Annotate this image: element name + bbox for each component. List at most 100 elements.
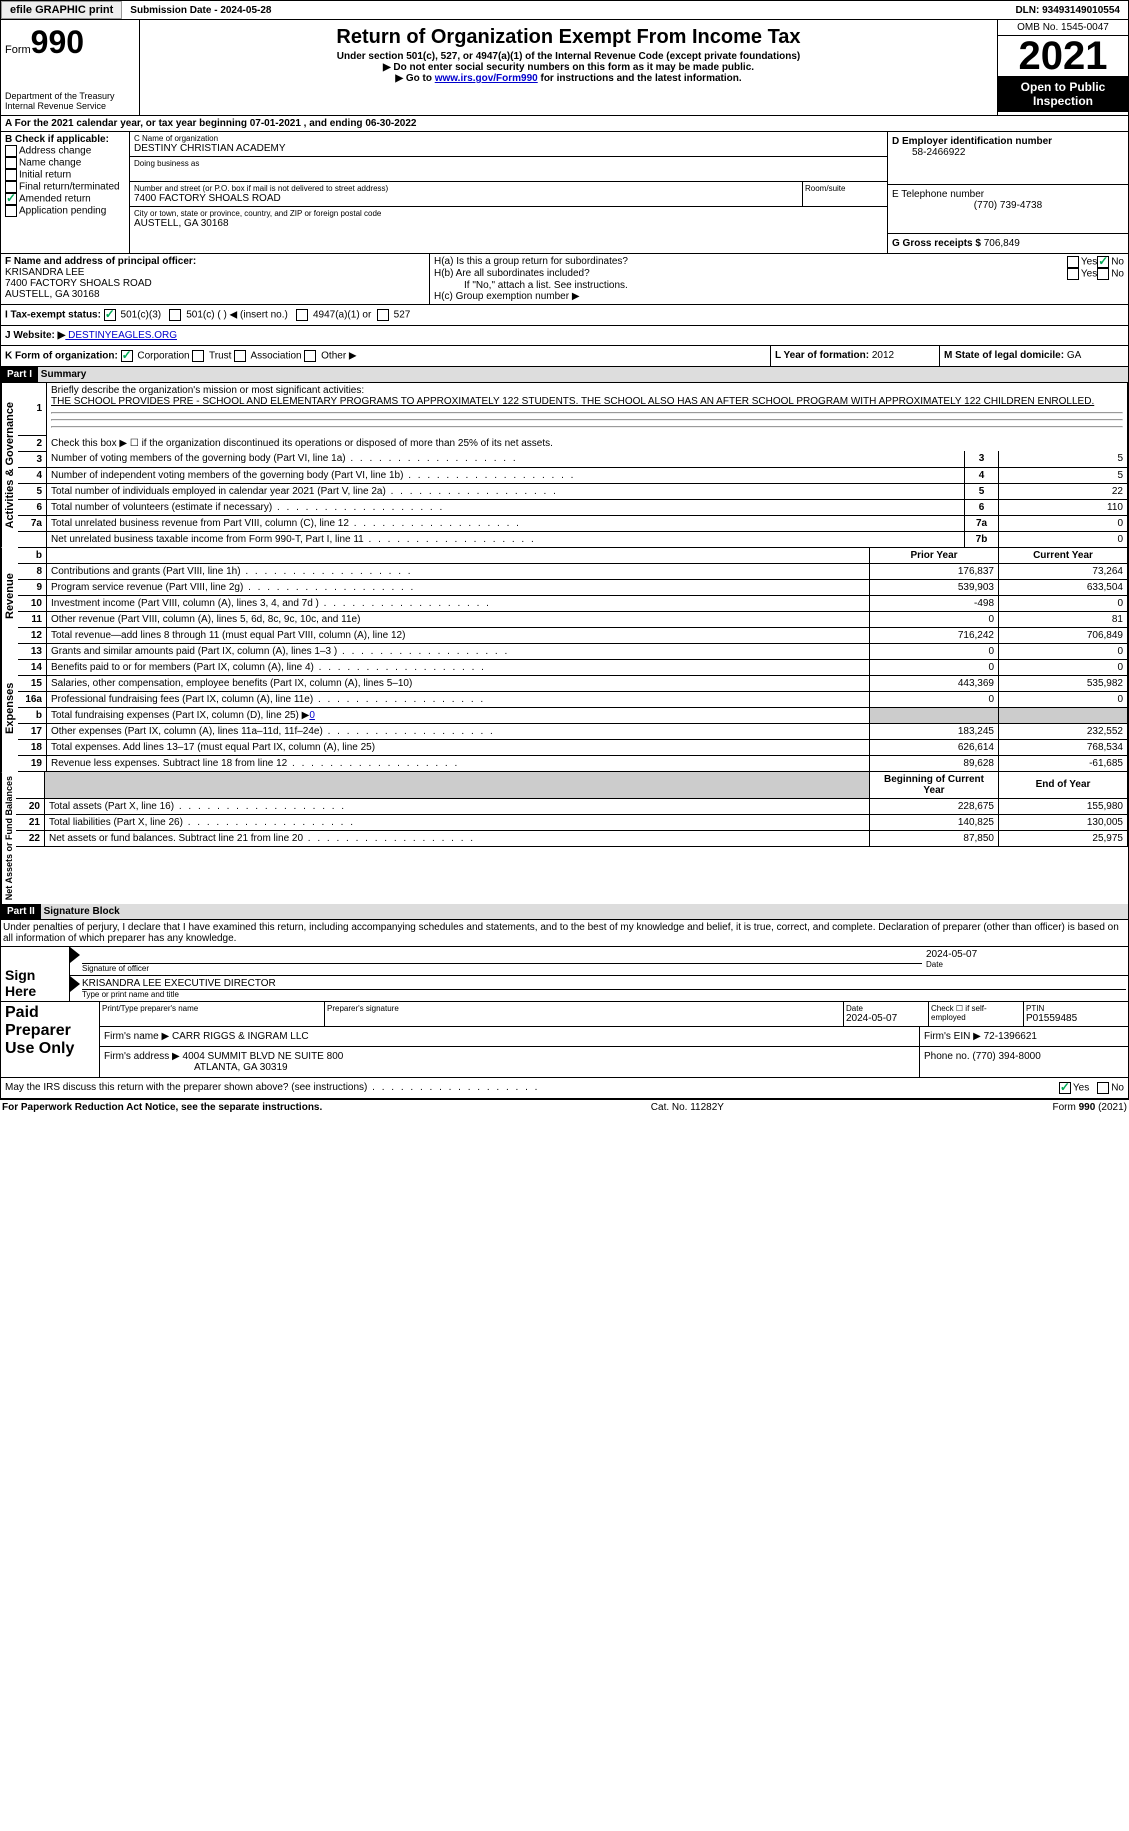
k-assoc: Association: [250, 351, 301, 362]
ln7a: 7a: [18, 515, 47, 531]
l11-c: 81: [999, 611, 1128, 627]
l17-c: 232,552: [999, 723, 1128, 739]
ck-address[interactable]: Address change: [5, 145, 125, 157]
l3-val: 5: [999, 451, 1128, 467]
l9-p: 539,903: [870, 579, 999, 595]
rev-spacer: [47, 548, 870, 564]
l10-c: 0: [999, 595, 1128, 611]
l8-text: Contributions and grants (Part VIII, lin…: [47, 563, 870, 579]
submission-date: Submission Date - 2024-05-28: [122, 3, 279, 18]
l16b-val[interactable]: 0: [309, 710, 315, 721]
efile-print-button[interactable]: efile GRAPHIC print: [1, 1, 122, 19]
ck-4947[interactable]: [296, 309, 308, 321]
l5-val: 22: [999, 483, 1128, 499]
l16a-p: 0: [870, 691, 999, 707]
ln8: 8: [18, 563, 47, 579]
sig-line: [82, 949, 922, 964]
page-title: Return of Organization Exempt From Incom…: [144, 26, 993, 49]
ein-value: 58-2466922: [892, 147, 1124, 158]
paid-preparer-block: Paid Preparer Use Only Print/Type prepar…: [0, 1002, 1129, 1078]
na-blank: [16, 772, 45, 799]
ln4: 4: [18, 467, 47, 483]
l9-text: Program service revenue (Part VIII, line…: [47, 579, 870, 595]
sig-label: Signature of officer: [82, 964, 922, 973]
hb-no[interactable]: No: [1097, 268, 1124, 280]
l12-text: Total revenue—add lines 8 through 11 (mu…: [47, 627, 870, 643]
l20-p: 228,675: [870, 798, 999, 814]
l11-p: 0: [870, 611, 999, 627]
officer-type-name: KRISANDRA LEE EXECUTIVE DIRECTOR: [82, 978, 1126, 990]
l14-text: Benefits paid to or for members (Part IX…: [47, 659, 870, 675]
l19-p: 89,628: [870, 755, 999, 771]
section-j: J Website: ▶ DESTINYEAGLES.ORG: [0, 326, 1129, 346]
firm-val: CARR RIGGS & INGRAM LLC: [172, 1031, 309, 1042]
ptin-lbl: PTIN: [1026, 1004, 1126, 1013]
vert-na: Net Assets or Fund Balances: [1, 772, 16, 904]
ck-pending[interactable]: Application pending: [5, 205, 125, 217]
expenses-section: Expenses 13Grants and similar amounts pa…: [0, 644, 1129, 772]
l14-p: 0: [870, 659, 999, 675]
public-inspection: Open to Public Inspection: [998, 76, 1128, 112]
s1-label: Briefly describe the organization's miss…: [51, 385, 364, 396]
goto-prefix: ▶ Go to: [395, 73, 434, 84]
ck-501c[interactable]: [169, 309, 181, 321]
l7a-val: 0: [999, 515, 1128, 531]
ha-label: H(a) Is this a group return for subordin…: [434, 256, 1067, 268]
discuss-yes[interactable]: Yes: [1055, 1078, 1093, 1098]
ck-self[interactable]: Check ☐ if self-employed: [929, 1002, 1024, 1026]
gross-receipts: 706,849: [984, 238, 1020, 249]
part1-title: Summary: [41, 369, 87, 380]
l20-c: 155,980: [999, 798, 1128, 814]
ha-yes[interactable]: Yes: [1067, 256, 1097, 268]
l22-p: 87,850: [870, 830, 999, 846]
l22-c: 25,975: [999, 830, 1128, 846]
pdate-val: 2024-05-07: [846, 1013, 926, 1024]
website-link[interactable]: DESTINYEAGLES.ORG: [65, 330, 177, 341]
b-label: B Check if applicable:: [5, 134, 125, 145]
k-trust: Trust: [209, 351, 231, 362]
irs-link[interactable]: www.irs.gov/Form990: [435, 73, 538, 84]
ck-final[interactable]: Final return/terminated: [5, 181, 125, 193]
ck-trust[interactable]: [192, 350, 204, 362]
k-corp: Corporation: [137, 351, 189, 362]
ck-527[interactable]: [377, 309, 389, 321]
s2-text: Check this box ▶ ☐ if the organization d…: [47, 435, 1128, 451]
l17-text: Other expenses (Part IX, column (A), lin…: [47, 723, 870, 739]
ln15: 15: [18, 675, 47, 691]
ck-assoc[interactable]: [234, 350, 246, 362]
i-label: I Tax-exempt status:: [5, 310, 101, 321]
ck-initial[interactable]: Initial return: [5, 169, 125, 181]
paddr-val: 4004 SUMMIT BLVD NE SUITE 800: [183, 1051, 344, 1062]
part1-header: Part I Summary: [0, 367, 1129, 383]
goto-suffix: for instructions and the latest informat…: [538, 73, 742, 84]
discuss-no[interactable]: No: [1093, 1078, 1128, 1098]
ck-name[interactable]: Name change: [5, 157, 125, 169]
form-number: 990: [31, 24, 84, 60]
irs-label: Internal Revenue Service: [5, 101, 135, 111]
ck-amended[interactable]: Amended return: [5, 193, 125, 205]
officer-name: KRISANDRA LEE: [5, 267, 425, 278]
cat-no: Cat. No. 11282Y: [322, 1102, 1052, 1113]
l16b-c: [999, 707, 1128, 723]
k-other: Other ▶: [321, 351, 356, 362]
hb-yes[interactable]: Yes: [1067, 268, 1097, 280]
sig-date: 2024-05-07: [926, 949, 1126, 960]
ha-no[interactable]: No: [1097, 256, 1124, 268]
l10-p: -498: [870, 595, 999, 611]
section-k-l-m: K Form of organization: Corporation Trus…: [0, 346, 1129, 367]
hdr-prior: Prior Year: [870, 548, 999, 564]
dln-label: DLN:: [1015, 5, 1042, 16]
ph-lbl: Phone no.: [924, 1051, 972, 1062]
ck-501c3[interactable]: [104, 309, 116, 321]
ck-other[interactable]: [304, 350, 316, 362]
part2-header: Part II Signature Block: [0, 904, 1129, 920]
revenue-section: Revenue bPrior YearCurrent Year 8Contrib…: [0, 548, 1129, 644]
expenses-table: 13Grants and similar amounts paid (Part …: [18, 644, 1128, 772]
g-label: G Gross receipts $: [892, 238, 984, 249]
l10-text: Investment income (Part VIII, column (A)…: [47, 595, 870, 611]
ln3: 3: [18, 451, 47, 467]
ck-corp[interactable]: [121, 350, 133, 362]
phone-value: (770) 739-4738: [892, 200, 1124, 211]
ln12: 12: [18, 627, 47, 643]
j-label: J Website: ▶: [5, 330, 65, 341]
